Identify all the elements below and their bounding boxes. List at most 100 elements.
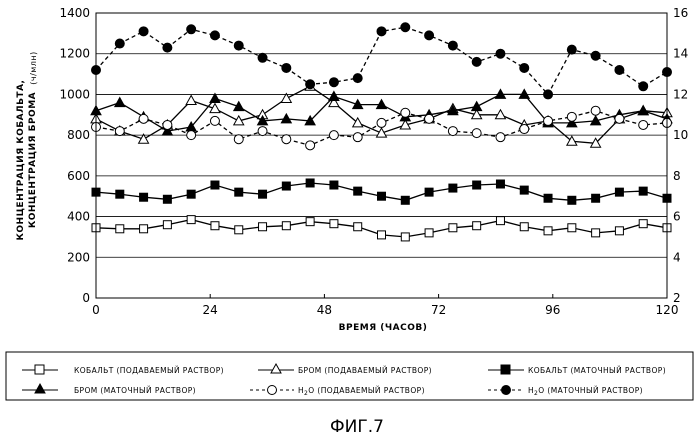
data-point — [496, 49, 505, 58]
data-point — [425, 31, 434, 40]
data-point — [615, 66, 624, 75]
data-point — [639, 220, 647, 228]
data-point — [234, 102, 244, 111]
data-point — [259, 223, 267, 231]
data-point — [449, 224, 457, 232]
gridlines — [96, 54, 667, 258]
legend-entry-co-feed: КОБАЛЬТ (ПОДАВАЕМЫЙ РАСТВОР) — [22, 365, 224, 375]
y-tick-label: 800 — [67, 128, 90, 142]
data-point — [448, 41, 457, 50]
data-point — [567, 112, 576, 121]
data-point — [139, 114, 148, 123]
data-point — [496, 133, 505, 142]
legend-label-br-feed: БРОМ (ПОДАВАЕМЫЙ РАСТВОР) — [298, 366, 432, 375]
data-point — [140, 225, 148, 233]
data-point — [235, 188, 243, 196]
legend-entry-h2o-mother: H2O (МАТОЧНЫЙ РАСТВОР) — [488, 386, 643, 398]
data-point — [115, 127, 124, 136]
x-tick-label: 96 — [545, 303, 560, 317]
data-point — [210, 104, 220, 113]
data-point — [186, 96, 196, 105]
x-tick-label: 120 — [656, 303, 679, 317]
data-point — [329, 91, 339, 100]
y-tick-label: 400 — [67, 210, 90, 224]
data-point — [115, 39, 124, 48]
data-point — [163, 221, 171, 229]
y-axis-label-line1: КОНЦЕНТРАЦИЯ КОБАЛЬТА, — [16, 80, 26, 241]
data-point — [163, 195, 171, 203]
series-line — [96, 27, 667, 94]
y-tick-label: 1200 — [59, 47, 90, 61]
y2-tick-label: 6 — [673, 210, 681, 224]
data-point — [425, 114, 434, 123]
data-point — [544, 90, 553, 99]
y2-tick-label: 14 — [673, 47, 688, 61]
y-tick-label: 1400 — [59, 6, 90, 20]
data-point — [615, 188, 623, 196]
data-point — [401, 233, 409, 241]
data-point — [377, 27, 386, 36]
data-point — [615, 227, 623, 235]
data-point — [306, 141, 315, 150]
data-point — [211, 181, 219, 189]
data-point — [281, 114, 291, 123]
data-point — [473, 222, 481, 230]
y-tick-label: 1000 — [59, 87, 90, 101]
data-point — [638, 106, 648, 115]
data-point — [235, 226, 243, 234]
data-point — [639, 187, 647, 195]
y2-tick-label: 8 — [673, 169, 681, 183]
data-point — [568, 196, 576, 204]
legend-entry-co-mother: КОБАЛЬТ (МАТОЧНЫЙ РАСТВОР) — [488, 365, 666, 375]
plot-frame — [96, 13, 667, 298]
y2-tick-label: 10 — [673, 128, 688, 142]
y-tick-label: 0 — [82, 291, 90, 305]
figure-label: ФИГ.7 — [330, 417, 384, 437]
data-point — [116, 190, 124, 198]
data-point — [282, 222, 290, 230]
y2-tick-label: 12 — [673, 87, 688, 101]
data-point — [568, 224, 576, 232]
data-point — [615, 114, 624, 123]
data-point — [544, 227, 552, 235]
data-point — [329, 131, 338, 140]
legend-entry-h2o-feed: H2O (ПОДАВАЕМЫЙ РАСТВОР) — [250, 386, 425, 398]
data-point — [639, 82, 648, 91]
data-point — [567, 45, 576, 54]
y-tick-label: 600 — [67, 169, 90, 183]
x-axis-label: ВРЕМЯ (ЧАСОВ) — [339, 323, 428, 333]
data-point — [306, 179, 314, 187]
data-point — [377, 128, 387, 137]
data-point — [211, 222, 219, 230]
data-point — [163, 120, 172, 129]
data-point — [139, 134, 149, 143]
x-tick-label: 0 — [92, 303, 100, 317]
data-point — [520, 186, 528, 194]
data-point — [115, 98, 125, 107]
legend-label-co-mother: КОБАЛЬТ (МАТОЧНЫЙ РАСТВОР) — [528, 366, 666, 375]
data-point — [520, 125, 529, 134]
data-point — [116, 225, 124, 233]
y-axis-label-line2: КОНЦЕНТРАЦИЯ БРОМА — [28, 92, 38, 228]
data-point — [210, 94, 220, 103]
data-point — [306, 218, 314, 226]
y-tick-label: 200 — [67, 250, 90, 264]
x-tick-label: 72 — [431, 303, 446, 317]
data-point — [329, 78, 338, 87]
data-point — [448, 127, 457, 136]
y2-tick-label: 16 — [673, 6, 688, 20]
series-0 — [92, 216, 671, 241]
legend: КОБАЛЬТ (ПОДАВАЕМЫЙ РАСТВОР) БРОМ (ПОДАВ… — [22, 364, 666, 397]
data-point — [259, 190, 267, 198]
data-point — [354, 187, 362, 195]
data-point — [234, 41, 243, 50]
series-2 — [92, 179, 671, 204]
data-point — [353, 74, 362, 83]
y-axis-unit: (ч/млн) — [29, 51, 38, 85]
data-point — [306, 80, 315, 89]
data-point — [591, 51, 600, 60]
x-tick-label: 48 — [317, 303, 332, 317]
data-point — [234, 135, 243, 144]
data-point — [472, 57, 481, 66]
series-1 — [91, 81, 672, 147]
